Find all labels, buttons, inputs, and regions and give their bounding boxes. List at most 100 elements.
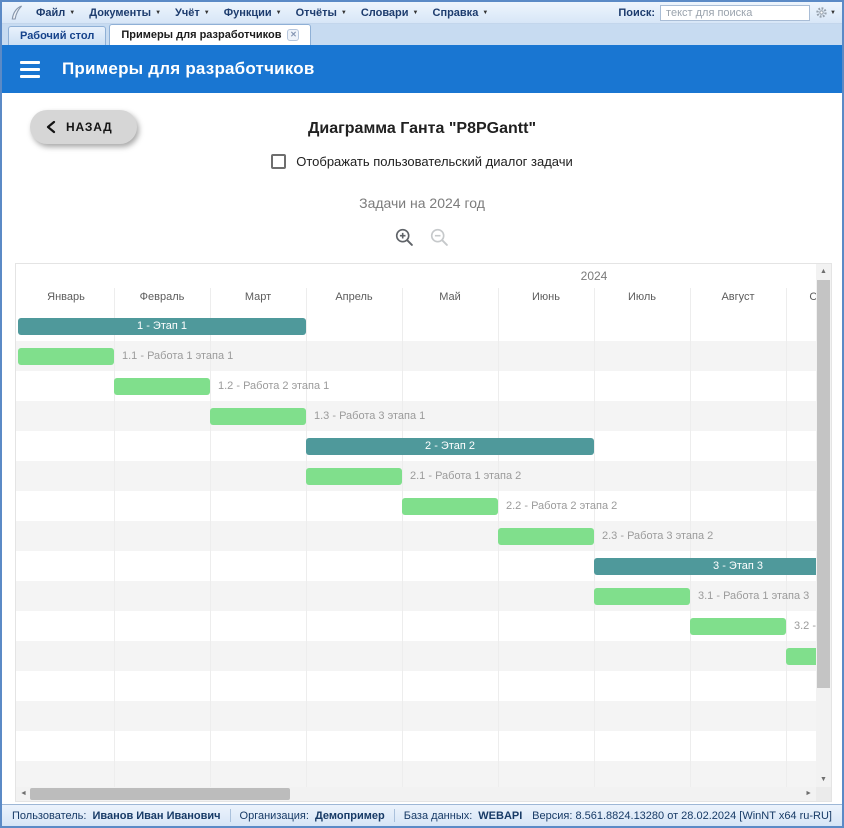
gantt-bar-2.2[interactable] xyxy=(402,497,498,515)
tab-bar: Рабочий стол Примеры для разработчиков ✕ xyxy=(2,24,842,45)
back-button-label: НАЗАД xyxy=(66,120,113,134)
status-field-value: WEBAPI xyxy=(478,809,523,822)
status-field-label: Организация: xyxy=(239,809,309,822)
search-label: Поиск: xyxy=(618,6,656,19)
menu-item-label: Отчёты xyxy=(295,6,337,19)
gantt-row xyxy=(16,521,816,551)
tab-label: Примеры для разработчиков xyxy=(121,29,282,41)
tab-label: Рабочий стол xyxy=(20,30,95,42)
status-field-value: Демопример xyxy=(314,809,385,822)
scroll-up-icon[interactable]: ▲ xyxy=(820,268,827,275)
vertical-scrollbar[interactable]: ▲ ▼ xyxy=(816,264,831,787)
menu-item-3[interactable]: Функции ▼ xyxy=(217,5,289,21)
tab-0[interactable]: Рабочий стол xyxy=(8,26,107,45)
gantt-bar-3[interactable]: 3 - Этап 3 xyxy=(594,557,816,575)
gantt-bar-1.1[interactable] xyxy=(18,347,114,365)
chevron-down-icon: ▼ xyxy=(155,9,162,16)
month-gridline xyxy=(786,288,787,787)
month-gridline xyxy=(402,288,403,787)
gantt-row xyxy=(16,341,816,371)
month-label: Март xyxy=(244,291,272,303)
status-bar: Пользователь: Иванов Иван Иванович Организ… xyxy=(2,804,842,826)
horizontal-scrollbar-thumb[interactable] xyxy=(30,788,290,800)
gantt-bar-label-1.2: 1.2 - Работа 2 этапа 1 xyxy=(218,379,330,392)
scroll-right-icon[interactable]: ► xyxy=(805,790,812,797)
month-label: Сентябрь xyxy=(786,291,816,303)
back-button[interactable]: НАЗАД xyxy=(30,110,137,144)
status-field-1: Организация: Демопример xyxy=(240,810,385,822)
scroll-left-icon[interactable]: ◄ xyxy=(20,790,27,797)
month-label: Январь xyxy=(47,291,85,303)
app-logo-icon xyxy=(10,5,23,20)
zoom-in-icon[interactable] xyxy=(394,227,415,248)
gantt-row xyxy=(16,401,816,431)
month-label: Июль xyxy=(627,291,657,303)
menu-item-6[interactable]: Справка ▼ xyxy=(426,5,496,21)
gantt-row xyxy=(16,731,816,761)
menu-item-5[interactable]: Словари ▼ xyxy=(354,5,426,21)
gantt-bar-label-2.2: 2.2 - Работа 2 этапа 2 xyxy=(506,499,618,512)
gantt-bar-3.3[interactable] xyxy=(786,647,816,665)
zoom-out-icon[interactable] xyxy=(429,227,450,248)
zoom-controls xyxy=(2,227,842,248)
gantt-bar-3.2[interactable] xyxy=(690,617,786,635)
gantt-bar-3.1[interactable] xyxy=(594,587,690,605)
gantt-row xyxy=(16,671,816,701)
gantt-chart: 2024 Январь Февраль Март Апрель Май Июнь Июль А… xyxy=(15,263,832,802)
month-gridline xyxy=(114,288,115,787)
vertical-scrollbar-thumb[interactable] xyxy=(817,280,830,688)
gantt-bar-label-1.3: 1.3 - Работа 3 этапа 1 xyxy=(314,409,426,422)
gantt-bar-1.2[interactable] xyxy=(114,377,210,395)
gantt-row xyxy=(16,761,816,787)
chevron-down-icon: ▼ xyxy=(340,9,347,16)
status-field-0: Пользователь: Иванов Иван Иванович xyxy=(12,810,221,822)
gantt-row xyxy=(16,641,816,671)
chevron-down-icon: ▼ xyxy=(275,9,282,16)
status-field-value: Иванов Иван Иванович xyxy=(92,809,221,822)
menu-item-2[interactable]: Учёт ▼ xyxy=(168,5,217,21)
gantt-bar-1[interactable]: 1 - Этап 1 xyxy=(18,317,306,335)
gantt-row xyxy=(16,581,816,611)
gantt-bar-2.1[interactable] xyxy=(306,467,402,485)
search-area: Поиск: ▼ xyxy=(618,4,836,21)
month-gridline xyxy=(594,288,595,787)
chevron-down-icon: ▼ xyxy=(830,9,836,16)
hamburger-menu-icon[interactable] xyxy=(20,60,40,78)
horizontal-scrollbar[interactable]: ◄ ► xyxy=(16,787,816,801)
close-icon[interactable]: ✕ xyxy=(287,29,300,41)
chevron-down-icon: ▼ xyxy=(69,9,76,16)
menu-bar: Файл ▼ Документы ▼ Учёт ▼ Функции ▼ Отчёты ▼ Слова… xyxy=(2,2,842,24)
gear-icon xyxy=(815,6,828,19)
status-separator xyxy=(393,809,395,822)
dialog-checkbox[interactable] xyxy=(271,154,287,169)
gantt-bar-1.3[interactable] xyxy=(210,407,306,425)
gantt-bar-label-1.1: 1.1 - Работа 1 этапа 1 xyxy=(122,349,234,362)
scrollbar-corner xyxy=(816,787,831,801)
menu-item-4[interactable]: Отчёты ▼ xyxy=(289,5,354,21)
gantt-year-label: 2024 xyxy=(580,269,608,283)
search-settings-button[interactable]: ▼ xyxy=(815,6,836,19)
dialog-checkbox-label: Отображать пользовательский диалог задач… xyxy=(296,154,573,169)
search-input[interactable] xyxy=(660,4,811,21)
month-label: Июнь xyxy=(532,291,560,303)
menu-item-label: Файл xyxy=(36,6,66,19)
status-separator xyxy=(229,809,231,822)
menu-item-1[interactable]: Документы ▼ xyxy=(82,5,168,21)
gantt-bar-2.3[interactable] xyxy=(498,527,594,545)
gantt-row xyxy=(16,701,816,731)
gantt-subtitle: Задачи на 2024 год xyxy=(359,195,485,211)
month-gridline xyxy=(210,288,211,787)
tab-1[interactable]: Примеры для разработчиков ✕ xyxy=(109,24,312,45)
gantt-bar-2[interactable]: 2 - Этап 2 xyxy=(306,437,594,455)
month-gridline xyxy=(690,288,691,787)
gantt-bar-label-3.2: 3.2 - Работа 2 этапа 3 xyxy=(794,619,816,632)
app-header: Примеры для разработчиков xyxy=(2,45,842,93)
menu-item-label: Справка xyxy=(432,6,479,19)
month-label: Февраль xyxy=(139,291,185,303)
month-gridline xyxy=(306,288,307,787)
menu-item-label: Учёт xyxy=(175,6,200,19)
menu-item-label: Документы xyxy=(89,6,152,19)
menu-item-0[interactable]: Файл ▼ xyxy=(29,5,82,21)
scroll-down-icon[interactable]: ▼ xyxy=(820,776,827,783)
